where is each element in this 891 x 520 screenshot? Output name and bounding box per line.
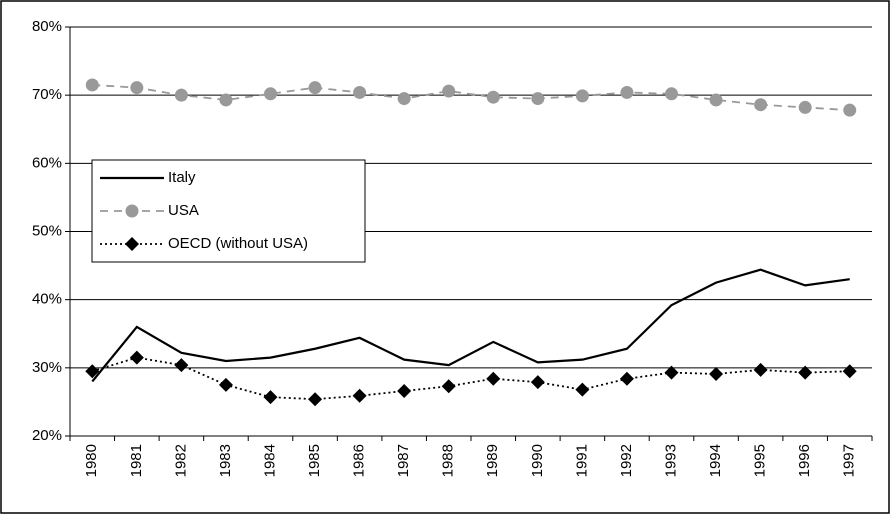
marker	[397, 384, 412, 399]
x-tick-label: 1995	[752, 444, 769, 477]
x-tick-label: 1994	[707, 444, 724, 477]
legend-label: Italy	[168, 169, 196, 186]
series-line	[91, 268, 850, 383]
series-line	[92, 84, 850, 112]
marker	[843, 103, 857, 117]
x-tick-label: 1984	[261, 444, 278, 477]
marker	[842, 364, 857, 379]
x-tick-label: 1986	[351, 444, 368, 477]
marker	[308, 81, 322, 95]
marker	[218, 377, 233, 392]
x-tick-label: 1990	[529, 444, 546, 477]
marker	[174, 358, 189, 373]
marker	[130, 81, 144, 95]
marker	[664, 365, 679, 380]
marker	[486, 90, 500, 104]
x-tick-label: 1987	[395, 444, 412, 477]
y-tick-label: 60%	[32, 154, 62, 171]
marker	[264, 87, 277, 101]
x-tick-label: 1989	[484, 444, 501, 477]
marker	[129, 350, 144, 365]
marker	[263, 390, 278, 405]
y-tick-label: 30%	[32, 359, 62, 376]
x-tick-label: 1981	[128, 444, 145, 477]
marker	[352, 388, 367, 403]
marker	[531, 92, 545, 106]
legend-label: OECD (without USA)	[168, 235, 308, 252]
marker	[219, 93, 233, 107]
legend-label: USA	[168, 202, 199, 219]
marker	[397, 92, 411, 106]
marker	[174, 88, 188, 102]
marker	[85, 364, 100, 379]
y-tick-label: 70%	[32, 86, 62, 103]
marker	[709, 93, 723, 107]
marker	[753, 362, 768, 377]
marker	[442, 84, 456, 98]
x-tick-label: 1996	[796, 444, 813, 477]
marker	[665, 87, 678, 101]
legend-marker	[125, 237, 139, 251]
legend-marker	[125, 204, 139, 218]
marker	[353, 85, 367, 99]
marker	[620, 85, 634, 99]
marker	[85, 78, 99, 92]
x-tick-label: 1985	[306, 444, 323, 477]
y-tick-label: 20%	[32, 427, 62, 444]
x-tick-label: 1988	[440, 444, 457, 477]
y-tick-label: 50%	[32, 222, 62, 239]
marker	[619, 371, 634, 386]
marker	[308, 392, 323, 407]
y-tick-label: 80%	[32, 18, 62, 35]
marker	[441, 379, 456, 394]
marker	[575, 89, 589, 103]
marker	[530, 375, 545, 390]
marker	[486, 371, 501, 386]
x-tick-label: 1993	[662, 444, 679, 477]
x-tick-label: 1997	[841, 444, 858, 477]
x-tick-label: 1992	[618, 444, 635, 477]
x-tick-label: 1983	[217, 444, 234, 477]
x-tick-label: 1982	[172, 444, 189, 477]
marker	[798, 100, 812, 114]
y-tick-label: 40%	[32, 291, 62, 308]
marker	[575, 382, 590, 397]
marker	[798, 365, 813, 380]
marker	[709, 366, 724, 381]
marker	[754, 98, 768, 112]
x-tick-label: 1991	[573, 444, 590, 477]
x-tick-label: 1980	[83, 444, 100, 477]
